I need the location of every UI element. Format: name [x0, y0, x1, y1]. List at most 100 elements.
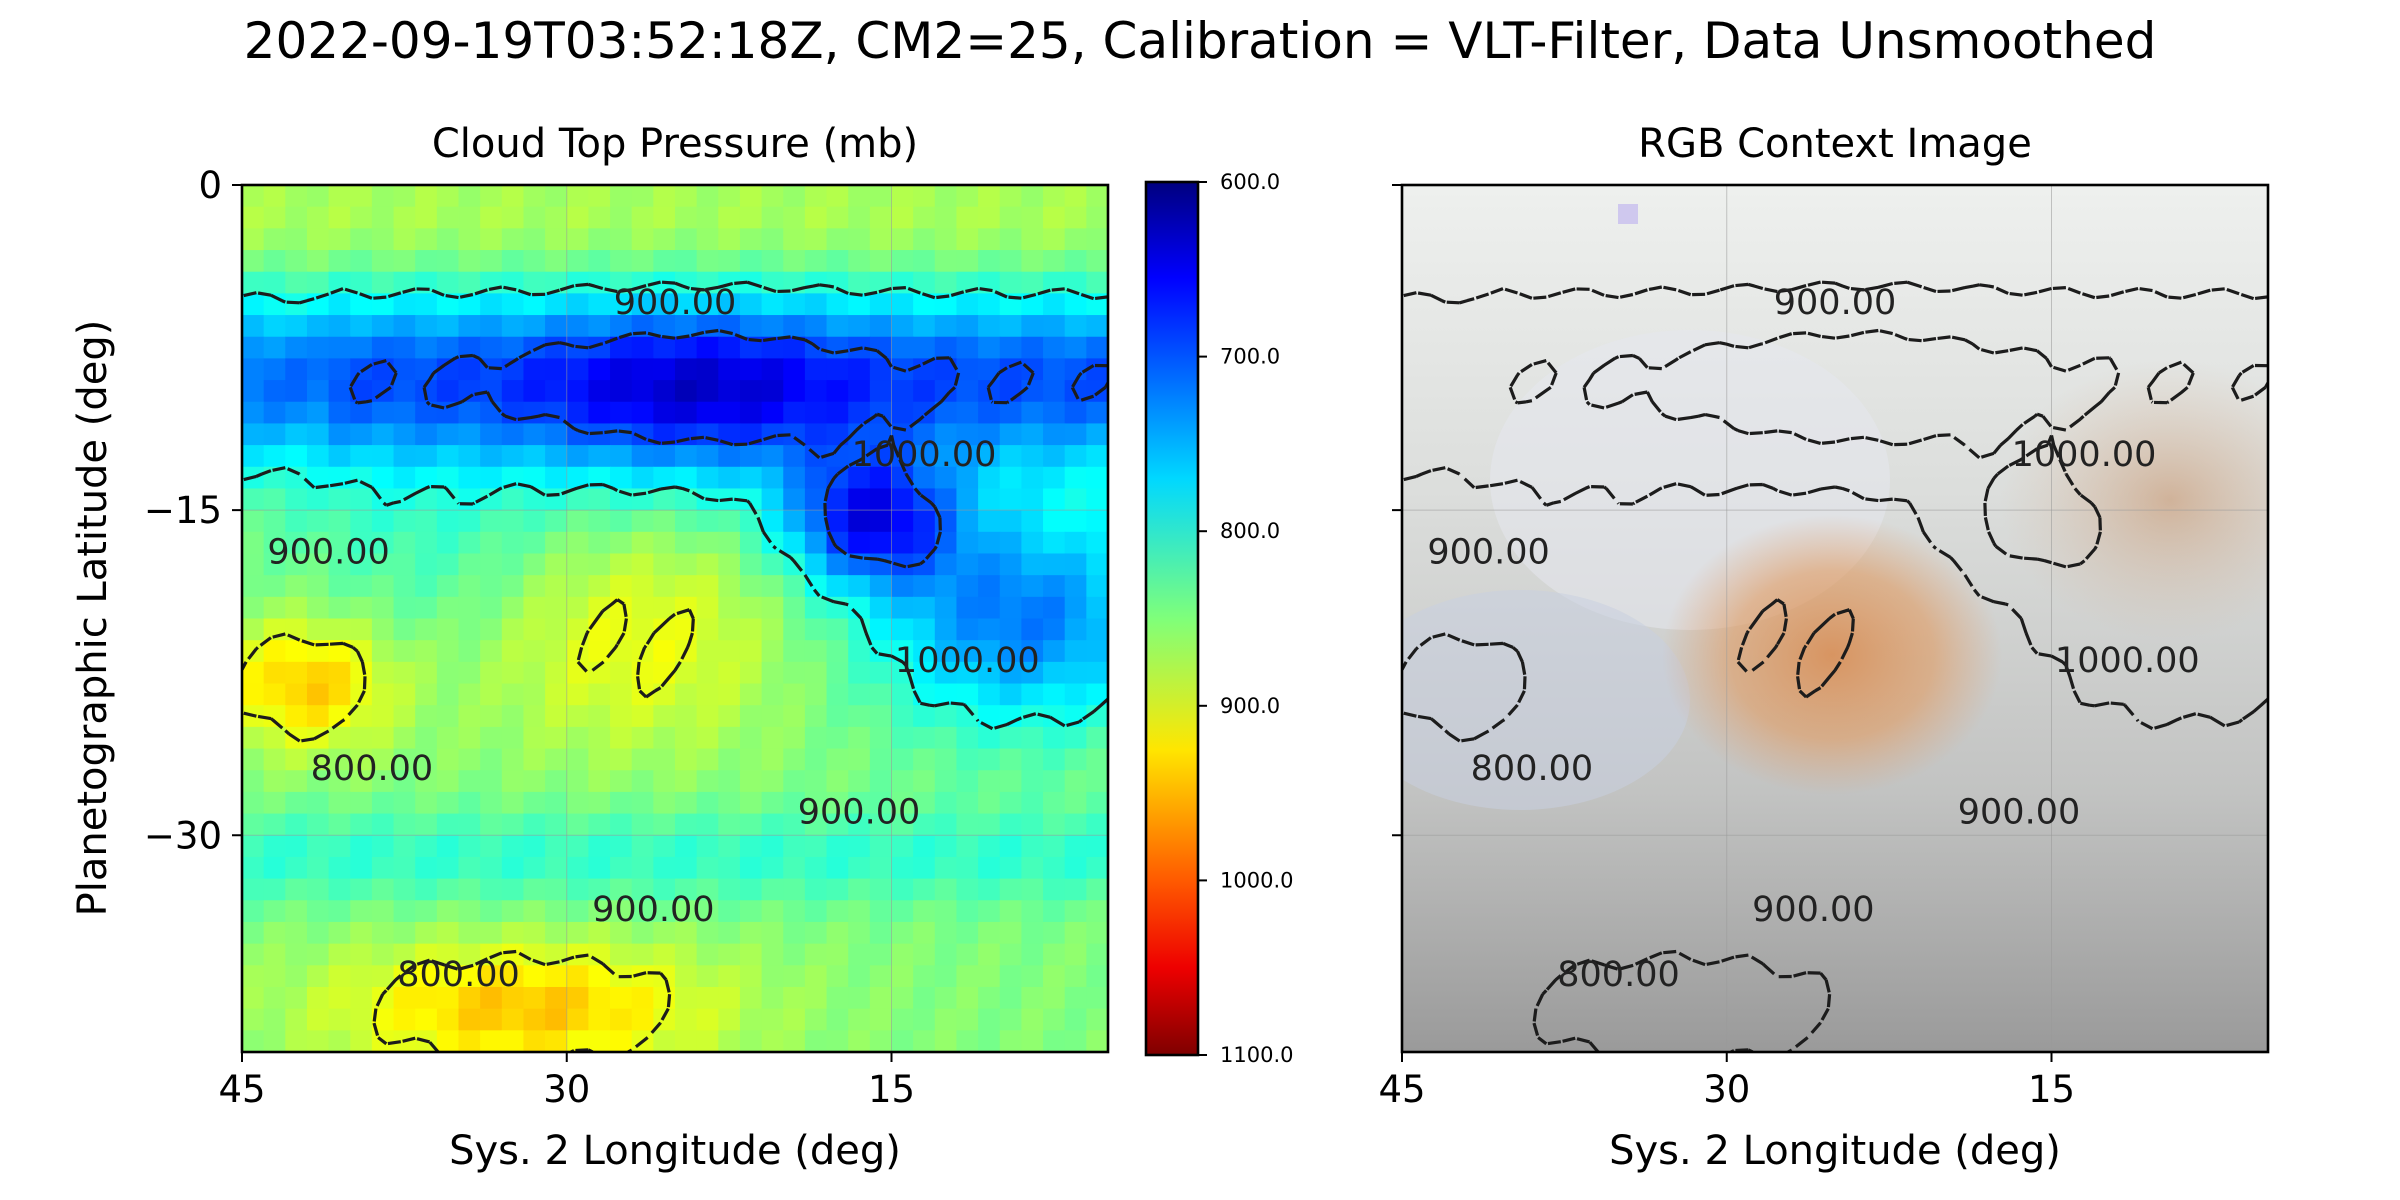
- heatmap-cell: [242, 531, 265, 555]
- heatmap-cell: [610, 856, 633, 880]
- heatmap-cell: [285, 835, 308, 858]
- heatmap-cell: [458, 878, 481, 901]
- heatmap-cell: [306, 1008, 330, 1031]
- heatmap-cell: [869, 250, 893, 273]
- heatmap-cell: [371, 575, 395, 598]
- heatmap-cell: [1021, 315, 1044, 338]
- heatmap-cell: [783, 661, 806, 685]
- heatmap-cell: [285, 596, 308, 620]
- heatmap-cell: [783, 726, 806, 750]
- heatmap-cell: [588, 921, 611, 945]
- heatmap-cell: [480, 293, 503, 316]
- heatmap-cell: [523, 618, 546, 641]
- heatmap-cell: [501, 640, 525, 663]
- heatmap-cell: [739, 1030, 763, 1052]
- heatmap-cell: [523, 228, 546, 251]
- heatmap-cell: [501, 596, 525, 620]
- heatmap-cell: [415, 900, 438, 923]
- heatmap-cell: [436, 596, 460, 620]
- heatmap-cell: [869, 206, 893, 229]
- heatmap-cell: [718, 856, 741, 880]
- heatmap-cell: [458, 315, 481, 338]
- heatmap-cell: [913, 250, 936, 273]
- heatmap-cell: [501, 1030, 525, 1052]
- heatmap-cell: [718, 380, 741, 403]
- heatmap-cell: [826, 770, 849, 793]
- heatmap-cell: [696, 986, 719, 1010]
- heatmap-cell: [891, 531, 914, 555]
- heatmap-cell: [523, 921, 546, 945]
- heatmap-cell: [458, 466, 481, 490]
- right-plot-frame: [1400, 183, 2270, 1054]
- left-contour-label: 900.00: [798, 793, 920, 833]
- heatmap-cell: [242, 423, 265, 446]
- heatmap-cell: [588, 1030, 611, 1052]
- heatmap-cell: [263, 965, 286, 988]
- heatmap-cell: [739, 401, 763, 425]
- heatmap-cell: [242, 488, 265, 511]
- heatmap-cell: [1064, 900, 1087, 923]
- heatmap-cell: [350, 618, 373, 641]
- heatmap-cell: [263, 835, 286, 858]
- heatmap-cell: [1086, 640, 1108, 663]
- heatmap-cell: [761, 705, 784, 728]
- heatmap-cell: [913, 336, 936, 360]
- heatmap-cell: [566, 228, 589, 251]
- heatmap-cell: [653, 748, 676, 771]
- right-x-tick-label: 45: [1378, 1068, 1425, 1111]
- heatmap-cell: [783, 575, 806, 598]
- heatmap-cell: [869, 986, 893, 1010]
- heatmap-cell: [263, 986, 286, 1010]
- heatmap-cell: [869, 726, 893, 750]
- heatmap-cell: [285, 228, 308, 251]
- heatmap-cell: [566, 206, 589, 229]
- heatmap-cell: [1021, 661, 1044, 685]
- heatmap-cell: [804, 271, 828, 294]
- heatmap-cell: [523, 401, 546, 425]
- heatmap-cell: [913, 315, 936, 338]
- heatmap-cell: [588, 618, 611, 641]
- heatmap-cell: [610, 683, 633, 706]
- heatmap-cell: [523, 683, 546, 706]
- heatmap-cell: [415, 878, 438, 901]
- heatmap-cell: [631, 185, 654, 208]
- heatmap-cell: [242, 791, 265, 815]
- heatmap-cell: [588, 206, 611, 229]
- heatmap-cell: [436, 878, 460, 901]
- heatmap-cell: [350, 250, 373, 273]
- heatmap-cell: [913, 835, 936, 858]
- heatmap-cell: [631, 921, 654, 945]
- heatmap-cell: [1043, 358, 1066, 381]
- heatmap-cell: [761, 770, 784, 793]
- heatmap-cell: [523, 1030, 546, 1052]
- heatmap-cell: [804, 618, 828, 641]
- heatmap-cell: [285, 1008, 308, 1031]
- heatmap-cell: [869, 336, 893, 360]
- heatmap-cell: [306, 531, 330, 555]
- heatmap-cell: [501, 661, 525, 685]
- heatmap-cell: [848, 835, 871, 858]
- heatmap-cell: [848, 575, 871, 598]
- heatmap-cell: [285, 965, 308, 988]
- heatmap-cell: [718, 726, 741, 750]
- heatmap-cell: [653, 358, 676, 381]
- heatmap-cell: [826, 813, 849, 836]
- heatmap-cell: [393, 531, 416, 555]
- heatmap-cell: [956, 315, 979, 338]
- heatmap-cell: [523, 596, 546, 620]
- heatmap-cell: [848, 250, 871, 273]
- heatmap-cell: [436, 921, 460, 945]
- heatmap-cell: [891, 510, 914, 533]
- heatmap-cell: [523, 965, 546, 988]
- heatmap-cell: [848, 618, 871, 641]
- heatmap-cell: [371, 835, 395, 858]
- heatmap-cell: [869, 488, 893, 511]
- heatmap-cell: [631, 531, 654, 555]
- heatmap-cell: [1021, 705, 1044, 728]
- heatmap-cell: [1021, 445, 1044, 468]
- heatmap-cell: [1086, 228, 1108, 251]
- heatmap-cell: [934, 856, 958, 880]
- heatmap-cell: [956, 531, 979, 555]
- heatmap-cell: [436, 315, 460, 338]
- heatmap-cell: [393, 250, 416, 273]
